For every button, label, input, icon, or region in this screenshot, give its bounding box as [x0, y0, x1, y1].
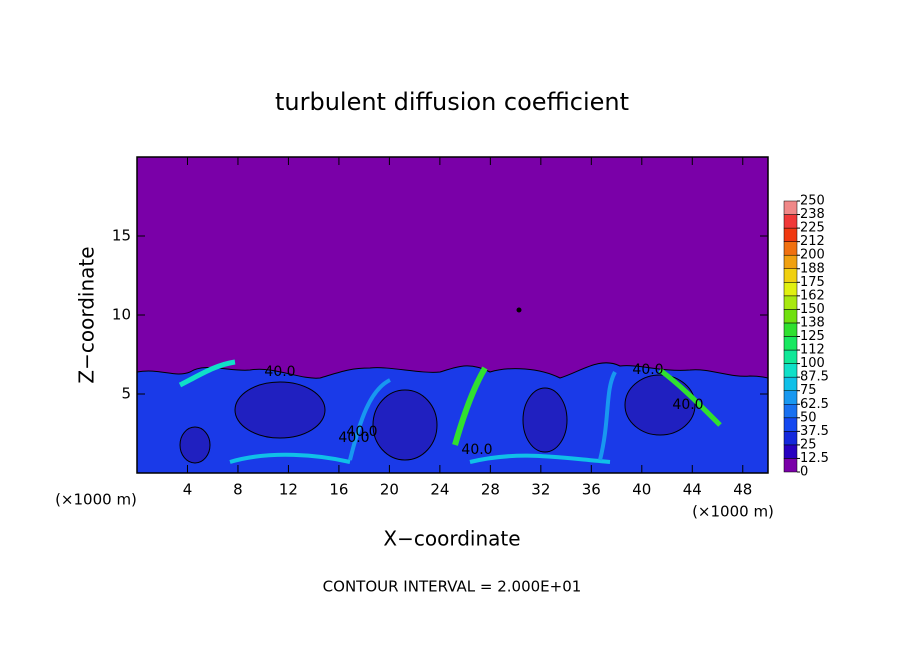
colorbar-label: 112: [800, 343, 825, 358]
colorbar-label: 175: [800, 275, 825, 290]
y-tick-label: 10: [112, 306, 131, 324]
colorbar-swatch: [783, 309, 798, 324]
x-tick-label: 48: [733, 481, 752, 499]
colorbar-swatch: [783, 322, 798, 337]
x-axis-label: X−coordinate: [383, 527, 520, 551]
x-tick-label: 28: [481, 481, 500, 499]
x-tick-label: 16: [329, 481, 348, 499]
y-axis-label: Z−coordinate: [75, 246, 99, 383]
colorbar-label: 125: [800, 329, 825, 344]
colorbar-label: 50: [800, 410, 817, 425]
colorbar-label: 225: [800, 221, 825, 236]
colorbar-label: 0: [800, 465, 808, 480]
colorbar-swatch: [783, 282, 798, 297]
x-tick-label: 4: [183, 481, 193, 499]
colorbar-label: 150: [800, 302, 825, 317]
contour-label: 40.0: [461, 442, 492, 458]
colorbar-label: 12.5: [800, 451, 829, 466]
colorbar-swatch: [783, 404, 798, 419]
colorbar-label: 100: [800, 356, 825, 371]
colorbar-swatch: [783, 458, 798, 473]
colorbar-swatch: [783, 227, 798, 242]
colorbar-label: 62.5: [800, 397, 829, 412]
colorbar-label: 250: [800, 194, 825, 209]
colorbar-label: 25: [800, 437, 817, 452]
x-tick-label: 24: [430, 481, 449, 499]
x-tick-label: 20: [380, 481, 399, 499]
colorbar-label: 37.5: [800, 424, 829, 439]
colorbar-swatch: [783, 268, 798, 283]
colorbar-swatch: [783, 444, 798, 459]
colorbar-swatch: [783, 336, 798, 351]
colorbar-swatch: [783, 295, 798, 310]
y-tick-label: 5: [121, 385, 131, 403]
colorbar-label: 87.5: [800, 370, 829, 385]
contour-label: 40.0: [672, 397, 703, 413]
contour-label: 40.0: [632, 362, 663, 378]
y-tick-label: 15: [112, 227, 131, 245]
x-unit-label: (×1000 m): [55, 491, 137, 509]
colorbar-label: 162: [800, 288, 825, 303]
colorbar-label: 138: [800, 315, 825, 330]
x-tick-label: 44: [683, 481, 702, 499]
colorbar-swatch: [783, 390, 798, 405]
colorbar-label: 212: [800, 234, 825, 249]
colorbar-swatch: [783, 349, 798, 364]
contour-label: 40.0: [264, 364, 295, 380]
colorbar-swatch: [783, 214, 798, 229]
x-tick-label: 40: [632, 481, 651, 499]
colorbar-swatch: [783, 363, 798, 378]
contour-label: 40.0: [338, 430, 369, 446]
colorbar-swatch: [783, 431, 798, 446]
field: [137, 307, 768, 473]
colorbar-label: 200: [800, 248, 825, 263]
x-tick-label: 32: [531, 481, 550, 499]
colorbar-swatch: [783, 417, 798, 432]
colorbar-swatch: [783, 376, 798, 391]
colorbar-swatch: [783, 241, 798, 256]
colorbar-label: 75: [800, 383, 817, 398]
contour-label: 40.0: [346, 424, 377, 440]
chart-title: turbulent diffusion coefficient: [275, 88, 629, 116]
x-tick-label: 36: [582, 481, 601, 499]
x-tick-label: 8: [233, 481, 243, 499]
colorbar-label: 188: [800, 261, 825, 276]
footer: CONTOUR INTERVAL = 2.000E+01: [323, 578, 582, 596]
x-unit-label: (×1000 m): [692, 503, 774, 521]
x-tick-label: 12: [279, 481, 298, 499]
colorbar-swatch: [783, 200, 798, 215]
colorbar-swatch: [783, 254, 798, 269]
colorbar-label: 238: [800, 207, 825, 222]
